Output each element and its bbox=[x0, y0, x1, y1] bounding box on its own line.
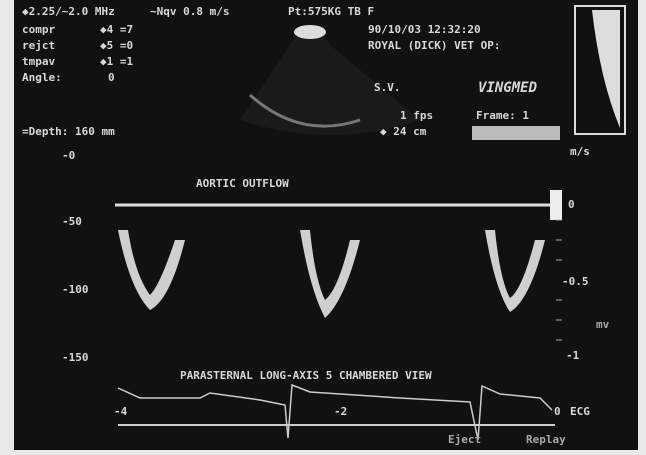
sector-bright bbox=[294, 25, 326, 39]
nyquist: ~Nqv 0.8 m/s bbox=[150, 5, 229, 18]
velocity-scale-label: -0.5 bbox=[562, 275, 589, 288]
eject-label: Eject bbox=[448, 433, 481, 446]
baseline-marker bbox=[550, 190, 562, 220]
velocity-unit: m/s bbox=[570, 145, 590, 158]
velocity-scale-label: -1 bbox=[566, 349, 580, 362]
view-label: PARASTERNAL LONG-AXIS 5 CHAMBERED VIEW bbox=[180, 369, 432, 382]
frame-rate: 1 fps bbox=[400, 109, 433, 122]
setting-value: ◆5 =0 bbox=[100, 39, 133, 52]
frame: Frame: 1 bbox=[476, 109, 529, 122]
depth: =Depth: 160 mm bbox=[22, 125, 115, 138]
depth-scale-label: -0 bbox=[62, 149, 75, 162]
brand: VINGMED bbox=[478, 80, 537, 96]
trace-label: AORTIC OUTFLOW bbox=[196, 177, 289, 190]
patient: Pt:575KG TB F bbox=[288, 5, 374, 18]
ecg-scale-label: -4 bbox=[114, 405, 128, 418]
setting-label: rejct bbox=[22, 39, 55, 52]
datetime: 90/10/03 12:32:20 bbox=[368, 23, 481, 36]
ultrasound-screen: ◆2.25/~2.0 MHz ~Nqv 0.8 m/s Pt:575KG TB … bbox=[0, 0, 646, 455]
sample-volume: S.V. bbox=[374, 81, 401, 94]
ecg-scale-label: -2 bbox=[334, 405, 347, 418]
replay-label: Replay bbox=[526, 433, 566, 446]
velocity-scale-label: 0 bbox=[568, 198, 575, 211]
setting-label: tmpav bbox=[22, 55, 55, 68]
ecg-label: ECG bbox=[570, 405, 590, 418]
setting-value: 0 bbox=[108, 71, 115, 84]
depth-scale-label: -100 bbox=[62, 283, 89, 296]
ecg-unit: mv bbox=[596, 318, 610, 331]
depth-scale-label: -150 bbox=[62, 351, 89, 364]
image-width: ◆ 24 cm bbox=[380, 125, 427, 138]
setting-label: compr bbox=[22, 23, 55, 36]
frame-bar bbox=[472, 126, 560, 140]
site: ROYAL (DICK) VET OP: bbox=[368, 39, 500, 52]
setting-value: ◆1 =1 bbox=[100, 55, 133, 68]
ecg-scale-label: 0 bbox=[554, 405, 561, 418]
setting-value: ◆4 =7 bbox=[100, 23, 133, 36]
depth-scale-label: -50 bbox=[62, 215, 82, 228]
frequency: ◆2.25/~2.0 MHz bbox=[22, 5, 115, 18]
setting-label: Angle: bbox=[22, 71, 62, 84]
